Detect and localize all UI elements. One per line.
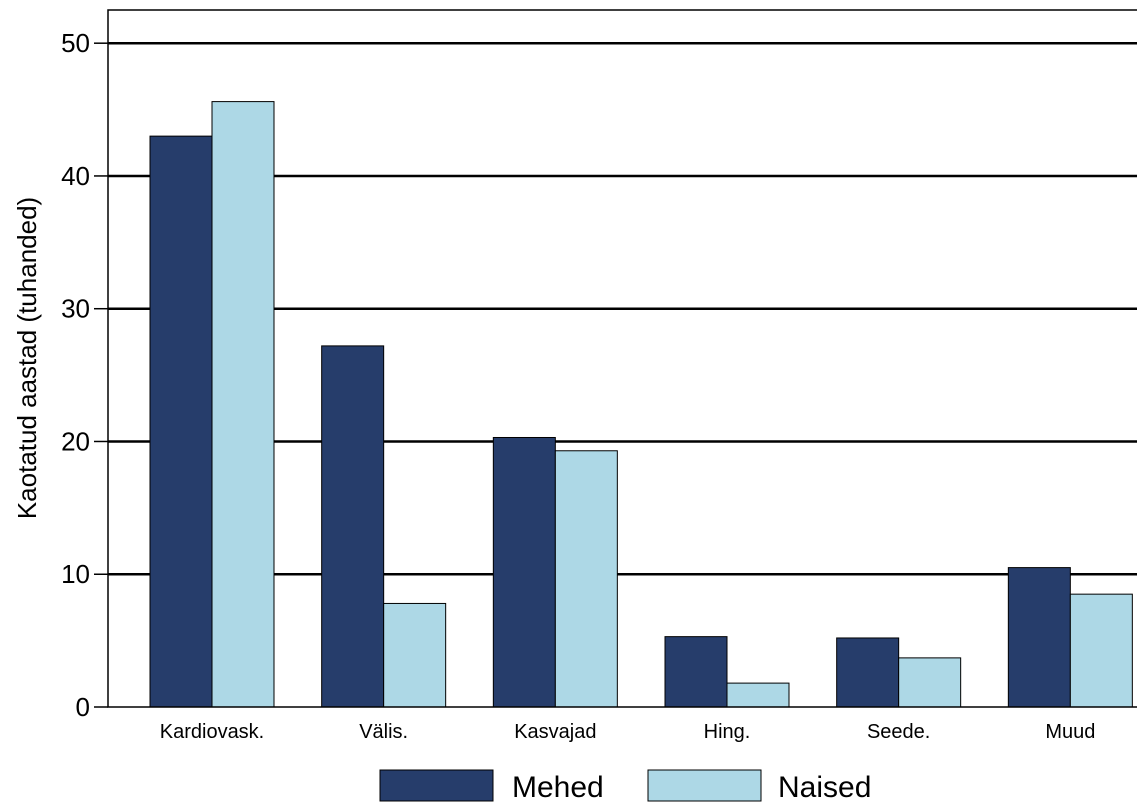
bar-naised — [898, 657, 962, 708]
legend: Mehed Naised — [379, 769, 871, 802]
y-tick-label: 40 — [61, 161, 90, 191]
y-axis-title: Kaotatud aastad (tuhanded) — [12, 197, 42, 519]
y-tick-label: 10 — [61, 559, 90, 589]
x-category-label: Kasvajad — [514, 721, 596, 743]
bar-mehed — [149, 135, 213, 708]
bar-naised — [383, 602, 447, 708]
bar-mehed — [1007, 567, 1071, 708]
y-axis-ticks: 0 10 20 30 40 50 — [61, 28, 108, 722]
bar-mehed — [492, 436, 556, 708]
bar-naised — [211, 101, 275, 708]
legend-swatch-mehed — [379, 769, 494, 802]
y-tick-label: 50 — [61, 28, 90, 58]
x-axis-labels: Kardiovask. Välis. Kasvajad Hing. Seede. Muud — [160, 721, 1096, 743]
y-tick-label: 30 — [61, 294, 90, 324]
legend-label-mehed: Mehed — [512, 771, 604, 802]
bar-mehed — [836, 637, 900, 708]
x-category-label: Muud — [1045, 721, 1095, 743]
x-category-label: Välis. — [359, 721, 408, 743]
grid-layer — [108, 41, 1137, 576]
x-category-label: Seede. — [867, 721, 930, 743]
plot-frame — [107, 9, 1137, 708]
bar-mehed — [664, 636, 728, 708]
bar-mehed — [321, 345, 385, 708]
bar-layer — [149, 101, 1133, 708]
legend-swatch-naised — [647, 769, 762, 802]
bar-naised — [1069, 593, 1133, 708]
legend-label-naised: Naised — [778, 771, 871, 802]
y-tick-label: 20 — [61, 426, 90, 456]
bar-naised — [726, 682, 790, 708]
y-tick-label: 0 — [76, 692, 90, 722]
x-category-label: Kardiovask. — [160, 721, 265, 743]
x-category-label: Hing. — [704, 721, 751, 743]
bar-naised — [554, 450, 618, 708]
